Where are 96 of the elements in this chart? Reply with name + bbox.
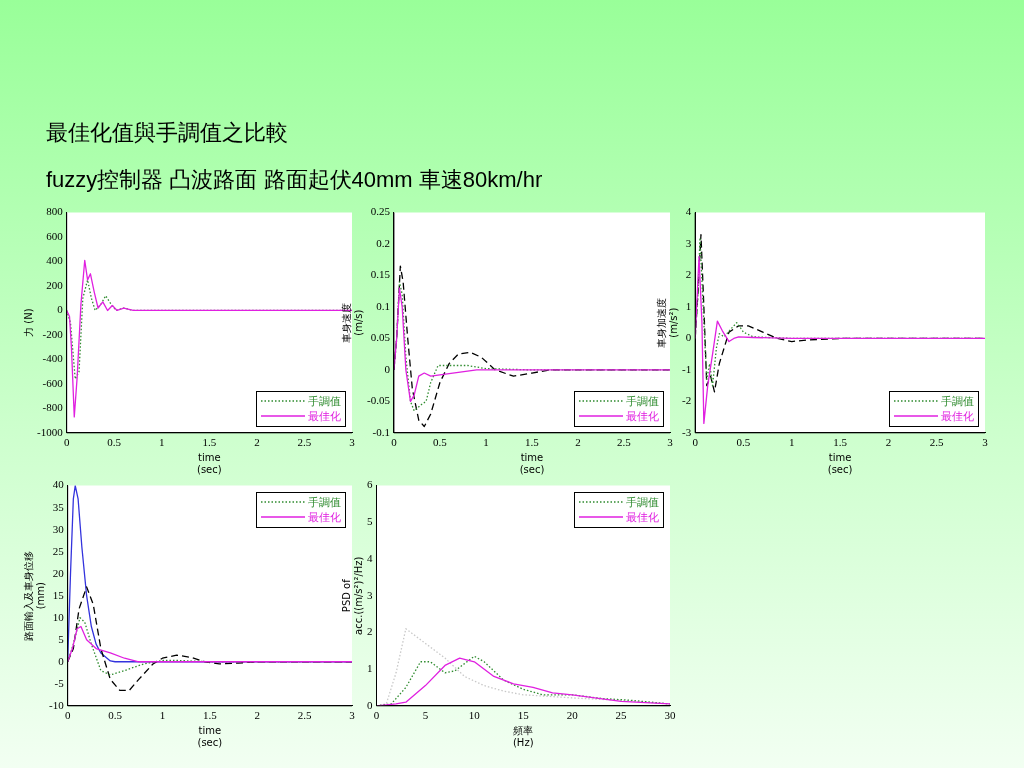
y-tick-label: 1 — [367, 661, 373, 674]
x-tick-label: 0.5 — [107, 436, 122, 449]
x-tick-label: 2.5 — [297, 436, 312, 449]
legend-label: 手調值 — [626, 393, 659, 409]
x-tick-label: 2 — [575, 436, 581, 449]
y-tick-label: -600 — [42, 376, 64, 389]
y-tick-label: 15 — [52, 588, 65, 601]
x-tick-label: 30 — [664, 709, 676, 722]
x-tick-label: 1.5 — [202, 436, 217, 449]
y-tick-label: -2 — [681, 394, 692, 407]
legend-label: 手調值 — [308, 494, 341, 510]
x-tick-label: 3 — [982, 436, 989, 449]
y-tick-label: -200 — [42, 327, 64, 340]
y-tick-label: 25 — [52, 544, 65, 557]
x-tick-label: 0.5 — [433, 436, 448, 449]
x-tick-label: 25 — [615, 709, 628, 722]
y-tick-label: 0.15 — [370, 268, 391, 281]
legend-label: 最佳化 — [626, 408, 659, 424]
x-tick-label: 3 — [349, 436, 356, 449]
y-tick-label: 0.25 — [370, 205, 391, 218]
y-tick-label: 5 — [58, 632, 65, 645]
legend-label: 手調值 — [308, 393, 341, 409]
y-axis-title: PSD of acc.((m/s²)²/Hz) — [340, 556, 364, 635]
y-tick-label: 0.2 — [376, 236, 390, 249]
y-tick-label: 0.05 — [370, 331, 391, 344]
y-tick-label: 0 — [58, 654, 65, 667]
legend-label: 手調值 — [941, 393, 974, 409]
y-tick-label: -0.1 — [372, 425, 390, 438]
chart-title: 最佳化值與手調值之比較 — [46, 119, 288, 147]
x-tick-label: 1 — [483, 436, 489, 449]
x-axis-title: time (sec) — [197, 724, 223, 748]
y-tick-label: 1 — [685, 299, 692, 312]
y-tick-label: 3 — [685, 236, 692, 249]
x-tick-label: 1 — [159, 436, 165, 449]
y-tick-label: 0 — [685, 331, 692, 344]
x-tick-label: 2 — [885, 436, 892, 449]
x-tick-label: 0.5 — [736, 436, 751, 449]
x-axis-title: 頻率 (Hz) — [512, 724, 534, 748]
y-tick-label: -0.05 — [366, 394, 391, 407]
x-tick-label: 2 — [254, 436, 260, 449]
y-tick-label: -3 — [681, 425, 692, 438]
y-axis-title: 路面輸入及車身位移 (mm) — [22, 550, 46, 641]
x-tick-label: 1 — [159, 709, 166, 722]
y-axis-title: 力 (N) — [22, 308, 34, 337]
y-tick-label: -5 — [54, 676, 65, 689]
legend-label: 最佳化 — [308, 509, 341, 525]
legend-label: 手調值 — [626, 494, 659, 510]
y-tick-label: 40 — [52, 478, 65, 491]
legend-label: 最佳化 — [626, 509, 659, 525]
y-tick-label: 4 — [367, 551, 373, 564]
x-tick-label: 5 — [422, 709, 429, 722]
y-tick-label: 200 — [46, 278, 64, 291]
y-tick-label: 400 — [46, 254, 64, 267]
y-tick-label: 5 — [367, 515, 373, 528]
y-tick-label: 0 — [367, 698, 373, 711]
x-tick-label: 2.5 — [617, 436, 632, 449]
y-tick-label: 35 — [52, 500, 65, 513]
y-axis-title: 車身加速度 (m/s²) — [655, 297, 679, 348]
y-tick-label: -10 — [48, 698, 65, 711]
x-tick-label: 3 — [667, 436, 674, 449]
x-tick-label: 0.5 — [108, 709, 123, 722]
y-tick-label: 0.1 — [376, 299, 390, 312]
y-tick-label: -1000 — [36, 425, 64, 438]
legend-label: 最佳化 — [308, 408, 341, 424]
y-tick-label: 2 — [367, 625, 373, 638]
x-axis-title: time (sec) — [197, 451, 222, 475]
x-tick-label: 1.5 — [202, 709, 218, 722]
x-tick-label: 1.5 — [833, 436, 848, 449]
y-tick-label: 2 — [685, 268, 692, 281]
x-tick-label: 1 — [789, 436, 795, 449]
x-tick-label: 10 — [468, 709, 481, 722]
y-tick-label: 6 — [367, 478, 373, 491]
y-tick-label: 0 — [384, 362, 391, 375]
x-tick-label: 2.5 — [297, 709, 312, 722]
x-axis-title: time (sec) — [827, 451, 853, 475]
x-tick-label: 3 — [349, 709, 356, 722]
x-tick-label: 1.5 — [525, 436, 540, 449]
y-tick-label: -1 — [681, 362, 692, 375]
y-tick-label: 4 — [685, 205, 692, 218]
x-axis-title: time (sec) — [519, 451, 545, 475]
y-tick-label: 30 — [52, 522, 65, 535]
y-tick-label: 10 — [52, 610, 65, 623]
x-tick-label: 2.5 — [929, 436, 945, 449]
y-tick-label: 800 — [46, 205, 64, 218]
y-tick-label: -800 — [42, 401, 64, 414]
x-tick-label: 15 — [517, 709, 530, 722]
y-tick-label: 3 — [367, 588, 373, 601]
y-tick-label: 0 — [57, 303, 64, 316]
y-axis-title: 車身速度 (m/s) — [340, 302, 364, 343]
y-tick-label: 600 — [46, 229, 64, 242]
x-tick-label: 20 — [566, 709, 579, 722]
chart-subtitle: fuzzy控制器 凸波路面 路面起伏40mm 車速80km/hr — [46, 166, 543, 194]
y-tick-label: -400 — [42, 352, 64, 365]
y-tick-label: 20 — [52, 566, 65, 579]
legend-label: 最佳化 — [941, 408, 974, 424]
x-tick-label: 2 — [254, 709, 260, 722]
